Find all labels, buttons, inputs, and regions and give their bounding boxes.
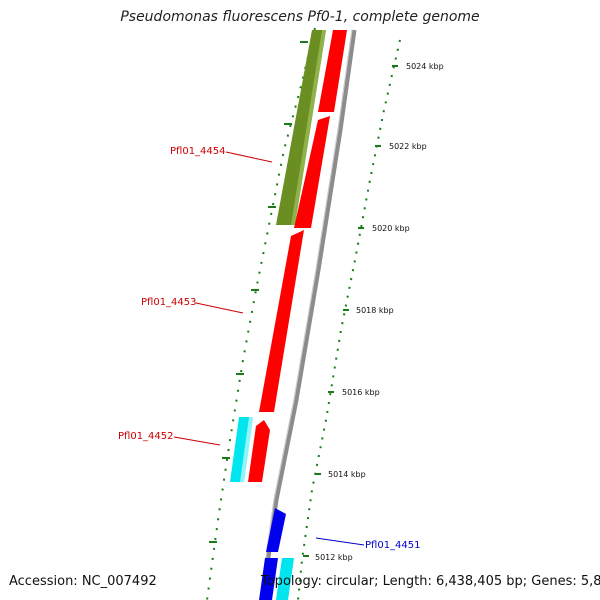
kbp-label: 5016 kbp (342, 388, 380, 397)
olive-gene-feature-shade (291, 30, 326, 225)
accession-text: Accession: NC_007492 (9, 574, 157, 589)
cyan-gene-feature-shade (240, 417, 253, 482)
olive-gene-feature (276, 30, 326, 225)
gene-feature-pfl01-4451 (266, 508, 286, 552)
gene-label-pfl01-4454: Pfl01_4454 (170, 146, 226, 157)
gene-leader-pfl01-4454 (225, 151, 273, 163)
kbp-label: 5018 kbp (356, 306, 394, 315)
gene-label-pfl01-4451: Pfl01_4451 (365, 540, 421, 551)
kbp-label: 5014 kbp (328, 470, 366, 479)
ruler-outer-dots (297, 39, 401, 600)
map-title: Pseudomonas fluorescens Pf0-1, complete … (120, 9, 480, 25)
kbp-label: 5024 kbp (406, 62, 444, 71)
gene-label-pfl01-4453: Pfl01_4453 (141, 297, 197, 308)
gene-leader-pfl01-4453 (195, 302, 244, 314)
cyan-small-feature (276, 558, 294, 600)
gene-feature-pfl01-4454 (318, 30, 347, 112)
gene-leader-pfl01-4452 (173, 436, 221, 446)
genome-backbone-highlight (259, 29, 353, 600)
gene-feature-pfl01-4453b (259, 230, 304, 412)
kbp-label: 5020 kbp (372, 224, 410, 233)
gene-leader-pfl01-4451 (315, 537, 365, 546)
gene-label-pfl01-4452: Pfl01_4452 (118, 431, 174, 442)
topology-text: Topology: circular; Length: 6,438,405 bp… (261, 574, 600, 589)
gene-feature-pfl01-4452 (248, 420, 270, 482)
kbp-label: 5022 kbp (389, 142, 427, 151)
kbp-label: 5012 kbp (315, 553, 353, 562)
blue-gene-feature-lower (259, 558, 278, 600)
gene-feature-pfl01-4453 (294, 116, 330, 228)
